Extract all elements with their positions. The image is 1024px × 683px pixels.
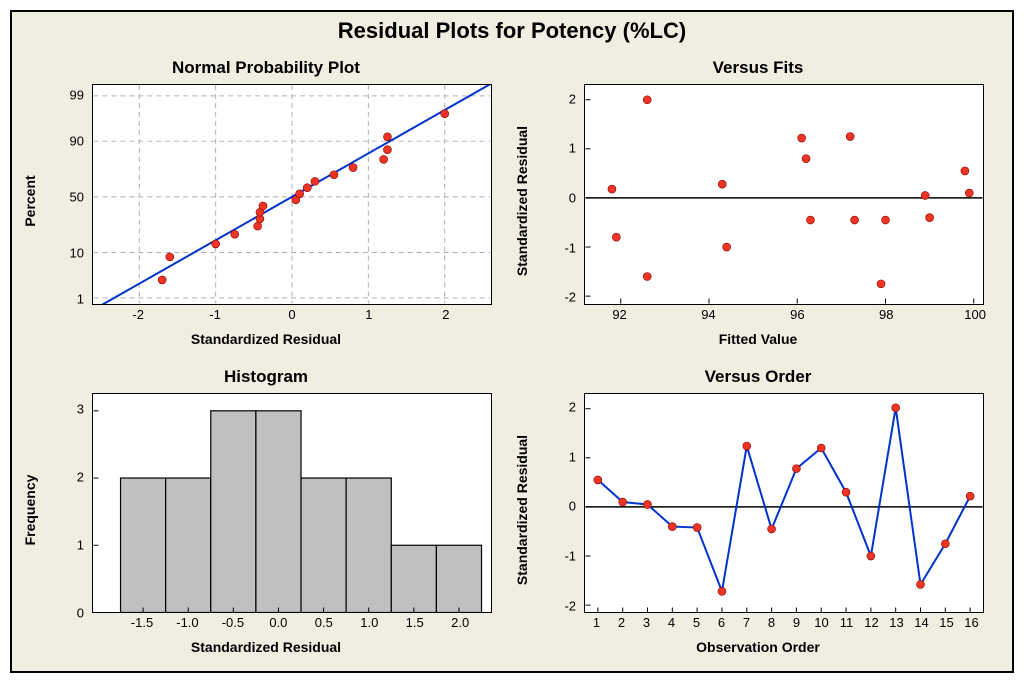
x-tick-label: 14: [914, 615, 928, 630]
vorder-plot-area: [584, 393, 984, 614]
x-tick-label: 2.0: [451, 615, 469, 630]
y-tick-label: -2: [564, 598, 576, 613]
y-tick-label: 90: [70, 133, 84, 148]
vfits-xlabel: Fitted Value: [526, 331, 990, 347]
residual-plots-frame: Residual Plots for Potency (%LC) Normal …: [10, 10, 1014, 673]
npp-xlabel: Standardized Residual: [34, 331, 498, 347]
x-tick-label: -2: [132, 307, 144, 322]
y-tick-label: 99: [70, 87, 84, 102]
hist-xlabel: Standardized Residual: [34, 639, 498, 655]
x-tick-label: 3: [643, 615, 650, 630]
y-tick-label: 0: [77, 606, 84, 621]
y-tick-label: 3: [77, 402, 84, 417]
x-tick-label: 94: [701, 307, 715, 322]
y-tick-label: 10: [70, 245, 84, 260]
y-tick-label: 0: [569, 499, 576, 514]
x-tick-label: 0.0: [269, 615, 287, 630]
x-tick-label: 1.5: [406, 615, 424, 630]
x-tick-label: 98: [879, 307, 893, 322]
x-tick-label: 15: [939, 615, 953, 630]
y-tick-label: -1: [564, 549, 576, 564]
x-tick-label: 1.0: [360, 615, 378, 630]
y-tick-label: 2: [77, 470, 84, 485]
x-tick-label: 100: [964, 307, 986, 322]
x-tick-label: 4: [668, 615, 675, 630]
panel-versus-fits: Versus Fits Standardized Residual -2-101…: [526, 58, 990, 345]
panel-normal-probability: Normal Probability Plot Percent 11050909…: [34, 58, 498, 345]
x-tick-label: 13: [889, 615, 903, 630]
y-tick-label: 2: [569, 400, 576, 415]
y-tick-label: 0: [569, 190, 576, 205]
x-tick-label: -1: [209, 307, 221, 322]
x-tick-label: 12: [864, 615, 878, 630]
x-tick-label: 11: [840, 615, 854, 630]
y-tick-label: 1: [569, 141, 576, 156]
y-tick-label: 50: [70, 189, 84, 204]
panel-histogram: Histogram Frequency 0123 -1.5-1.0-0.50.0…: [34, 367, 498, 654]
x-tick-label: 7: [743, 615, 750, 630]
x-tick-label: 8: [768, 615, 775, 630]
x-tick-label: 1: [593, 615, 600, 630]
x-tick-label: 10: [814, 615, 828, 630]
hist-title: Histogram: [34, 367, 498, 387]
x-tick-label: 2: [442, 307, 449, 322]
x-tick-label: 5: [693, 615, 700, 630]
vfits-title: Versus Fits: [526, 58, 990, 78]
x-tick-label: 9: [793, 615, 800, 630]
y-tick-label: 1: [77, 538, 84, 553]
hist-plot-area: [92, 393, 492, 614]
y-tick-label: 2: [569, 91, 576, 106]
x-tick-label: 1: [365, 307, 372, 322]
y-tick-label: -2: [564, 290, 576, 305]
x-tick-label: -1.0: [176, 615, 198, 630]
y-tick-label: -1: [564, 240, 576, 255]
vfits-plot-area: [584, 84, 984, 305]
x-tick-label: 16: [964, 615, 978, 630]
main-title: Residual Plots for Potency (%LC): [12, 18, 1012, 44]
x-tick-label: 0: [288, 307, 295, 322]
panel-versus-order: Versus Order Standardized Residual -2-10…: [526, 367, 990, 654]
x-tick-label: -0.5: [222, 615, 244, 630]
x-tick-label: 2: [618, 615, 625, 630]
npp-title: Normal Probability Plot: [34, 58, 498, 78]
y-tick-label: 1: [569, 449, 576, 464]
npp-plot-area: [92, 84, 492, 305]
y-tick-label: 1: [77, 291, 84, 306]
vorder-xlabel: Observation Order: [526, 639, 990, 655]
x-tick-label: -1.5: [131, 615, 153, 630]
x-tick-label: 6: [718, 615, 725, 630]
x-tick-label: 0.5: [315, 615, 333, 630]
x-tick-label: 92: [612, 307, 626, 322]
x-tick-label: 96: [790, 307, 804, 322]
vorder-title: Versus Order: [526, 367, 990, 387]
